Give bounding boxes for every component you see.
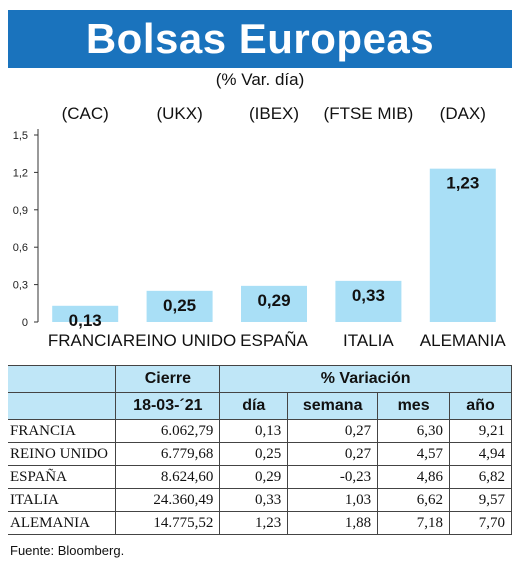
- table-row: ITALIA 24.360,49 0,33 1,03 6,62 9,57: [8, 489, 512, 512]
- row-dia: 0,13: [220, 420, 288, 443]
- row-mes: 6,30: [378, 420, 450, 443]
- y-tick-label: 1,2: [13, 167, 28, 179]
- y-tick-label: 0,3: [13, 280, 28, 292]
- header-date: 18-03-´21: [116, 393, 220, 420]
- row-dia: 1,23: [220, 512, 288, 535]
- category-label: FRANCIA: [48, 331, 123, 350]
- row-country: REINO UNIDO: [8, 443, 116, 466]
- subheader-blank: [8, 393, 116, 420]
- category-label: ITALIA: [343, 331, 394, 350]
- row-ano: 9,57: [450, 489, 512, 512]
- bar-value-label: 0,25: [163, 296, 196, 315]
- source-note: Fuente: Bloomberg.: [10, 543, 124, 558]
- header-cierre: Cierre: [116, 366, 220, 393]
- row-dia: 0,29: [220, 466, 288, 489]
- header-ano: año: [450, 393, 512, 420]
- row-mes: 6,62: [378, 489, 450, 512]
- row-dia: 0,33: [220, 489, 288, 512]
- header-blank: [8, 366, 116, 393]
- row-semana: 0,27: [288, 443, 378, 466]
- header-dia: día: [220, 393, 288, 420]
- row-cierre: 14.775,52: [116, 512, 220, 535]
- index-code-label: (DAX): [440, 104, 486, 123]
- row-cierre: 8.624,60: [116, 466, 220, 489]
- y-tick-label: 0,9: [13, 205, 28, 217]
- y-tick-label: 0: [22, 317, 28, 329]
- category-label: ALEMANIA: [420, 331, 507, 350]
- row-ano: 4,94: [450, 443, 512, 466]
- bar-value-label: 0,13: [69, 311, 102, 330]
- row-country: ITALIA: [8, 489, 116, 512]
- table-row: REINO UNIDO 6.779,68 0,25 0,27 4,57 4,94: [8, 443, 512, 466]
- row-semana: -0,23: [288, 466, 378, 489]
- row-semana: 1,03: [288, 489, 378, 512]
- row-cierre: 6.779,68: [116, 443, 220, 466]
- row-country: ALEMANIA: [8, 512, 116, 535]
- bar-value-label: 1,23: [446, 174, 479, 193]
- row-mes: 4,86: [378, 466, 450, 489]
- header-mes: mes: [378, 393, 450, 420]
- row-dia: 0,25: [220, 443, 288, 466]
- table-header-row: Cierre % Variación: [8, 366, 512, 393]
- row-mes: 7,18: [378, 512, 450, 535]
- row-cierre: 6.062,79: [116, 420, 220, 443]
- table-row: FRANCIA 6.062,79 0,13 0,27 6,30 9,21: [8, 420, 512, 443]
- table-row: ESPAÑA 8.624,60 0,29 -0,23 4,86 6,82: [8, 466, 512, 489]
- chart-subtitle: (% Var. día): [0, 70, 520, 90]
- row-country: FRANCIA: [8, 420, 116, 443]
- y-tick-label: 1,5: [13, 130, 28, 142]
- bar-value-label: 0,33: [352, 286, 385, 305]
- category-label: REINO UNIDO: [123, 331, 236, 350]
- header-variacion: % Variación: [220, 366, 512, 393]
- row-ano: 6,82: [450, 466, 512, 489]
- table-subheader-row: 18-03-´21 día semana mes año: [8, 393, 512, 420]
- row-country: ESPAÑA: [8, 466, 116, 489]
- index-code-label: (FTSE MIB): [324, 104, 414, 123]
- category-label: ESPAÑA: [240, 331, 308, 350]
- index-code-label: (IBEX): [249, 104, 299, 123]
- row-semana: 1,88: [288, 512, 378, 535]
- row-semana: 0,27: [288, 420, 378, 443]
- index-code-label: (CAC): [62, 104, 109, 123]
- index-code-label: (UKX): [156, 104, 202, 123]
- title-banner: Bolsas Europeas: [8, 10, 512, 68]
- y-tick-label: 0,6: [13, 242, 28, 254]
- row-ano: 9,21: [450, 420, 512, 443]
- bar-value-label: 0,29: [257, 291, 290, 310]
- row-ano: 7,70: [450, 512, 512, 535]
- data-table: Cierre % Variación 18-03-´21 día semana …: [8, 365, 512, 535]
- table-row: ALEMANIA 14.775,52 1,23 1,88 7,18 7,70: [8, 512, 512, 535]
- row-mes: 4,57: [378, 443, 450, 466]
- header-semana: semana: [288, 393, 378, 420]
- row-cierre: 24.360,49: [116, 489, 220, 512]
- page-title: Bolsas Europeas: [86, 15, 434, 63]
